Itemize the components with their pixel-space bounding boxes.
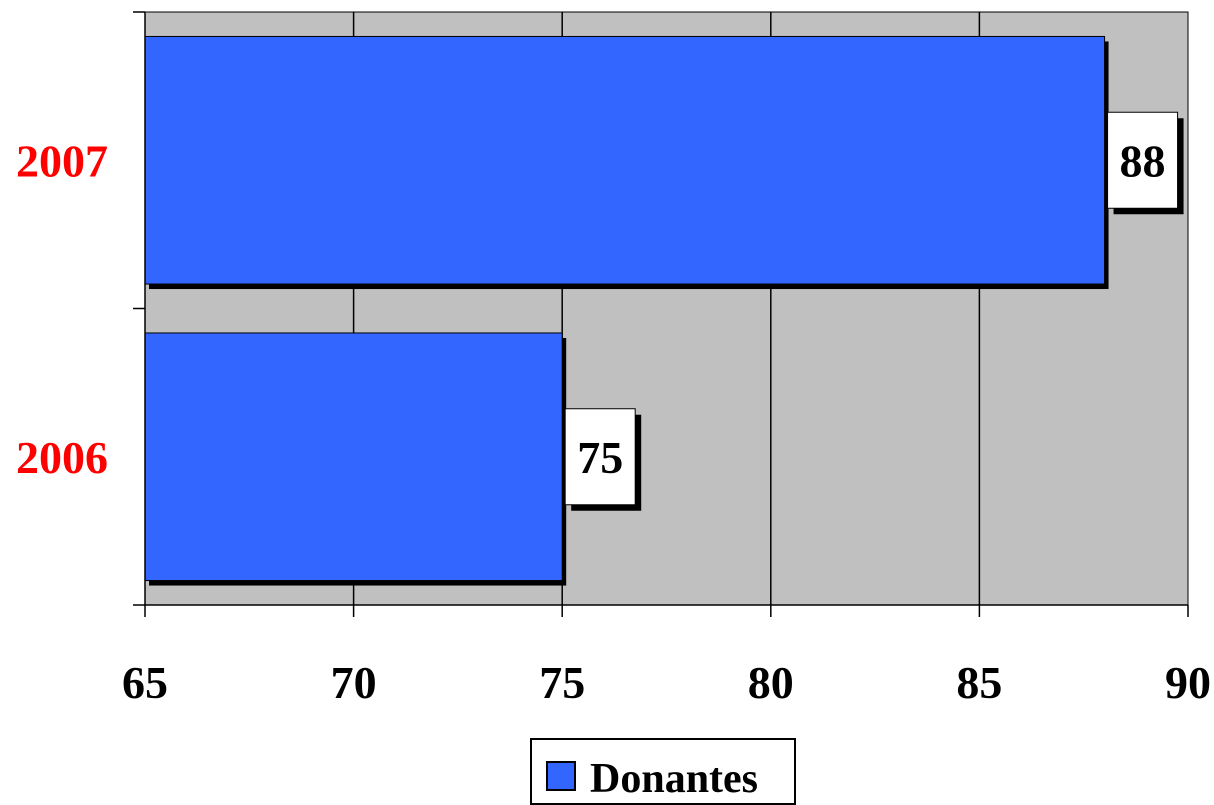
x-tick-label-90: 90 — [1165, 657, 1211, 708]
x-tick-label-70: 70 — [331, 657, 377, 708]
legend: Donantes — [530, 738, 796, 805]
data-labels: 75 88 — [564, 111, 1184, 511]
legend-label-donantes: Donantes — [590, 756, 758, 802]
x-tick-label-80: 80 — [748, 657, 794, 708]
category-label-2006: 2006 — [16, 432, 108, 483]
bar-2007 — [144, 35, 1106, 285]
x-tick-label-65: 65 — [122, 657, 168, 708]
data-label-box-2006 — [564, 408, 636, 506]
x-tick-label-75: 75 — [539, 657, 585, 708]
data-label-2006: 75 — [577, 432, 623, 483]
category-label-2007: 2007 — [16, 135, 108, 186]
axes: 65 70 75 80 85 90 2006 2007 — [16, 11, 1211, 708]
data-label-box-2007 — [1107, 111, 1179, 209]
data-label-2007: 88 — [1120, 135, 1166, 186]
legend-swatch-donantes — [546, 761, 576, 791]
bars — [144, 35, 1109, 586]
bar-2006 — [144, 332, 563, 582]
x-tick-label-85: 85 — [956, 657, 1002, 708]
